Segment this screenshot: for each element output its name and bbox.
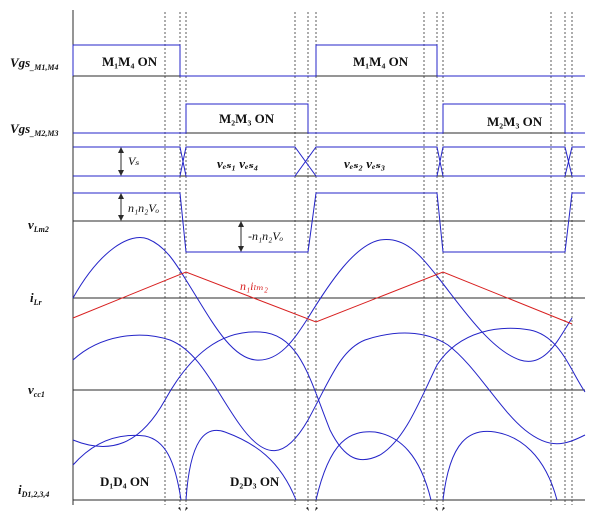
neg-vo-dimension xyxy=(238,221,244,252)
label-neg-n1n2vo: -n₁n₂Vₒ xyxy=(248,229,284,243)
waveform-vds xyxy=(73,146,585,177)
label-vgs-m1m4: Vgs_M1,M4 xyxy=(10,55,58,72)
state-m2m3-second: M₂M₃ ON xyxy=(487,114,543,129)
tick-arrow xyxy=(185,507,188,511)
label-id: iD1,2,3,4 xyxy=(18,482,49,499)
label-pos-n1n2vo: n₁n₂Vₒ xyxy=(128,201,160,215)
state-m2m3-first: M₂M₃ ON xyxy=(219,111,275,126)
state-d1d4: D₁D₄ ON xyxy=(100,474,150,489)
label-n1-ilm2: n₁iₗₘ₂ xyxy=(240,279,268,293)
label-vs: Vₛ xyxy=(128,154,139,168)
neg-vo-arrow-bottom xyxy=(238,246,244,252)
state-m1m4-first: M₁M₄ ON xyxy=(102,54,158,69)
waveform-vgs-m2m3 xyxy=(73,103,585,134)
tick-arrow xyxy=(306,507,309,511)
waveform-vds-complement xyxy=(73,146,585,177)
state-d2d3: D₂D₃ ON xyxy=(230,474,280,489)
label-ilr: iLr xyxy=(30,290,43,307)
transition-markers xyxy=(164,12,573,505)
waveform-ilr xyxy=(72,237,573,362)
vs-arrow-top xyxy=(118,147,124,153)
label-vds2-vds3: vₑₛ₂ vₑₛ₃ xyxy=(344,156,385,171)
pos-vo-arrow-top xyxy=(118,193,124,199)
neg-vo-arrow-top xyxy=(238,221,244,227)
tick-arrow xyxy=(435,507,438,511)
pos-vo-dimension xyxy=(118,193,124,221)
waveform-ilm2 xyxy=(72,271,573,325)
vs-arrow-bottom xyxy=(118,170,124,176)
state-m1m4-second: M₁M₄ ON xyxy=(353,54,409,69)
tick-arrow xyxy=(178,507,181,511)
label-vgs-m2m3: Vgs_M2,M3 xyxy=(10,121,58,138)
vs-dimension xyxy=(118,147,124,176)
pos-vo-arrow-bottom xyxy=(118,215,124,221)
waveform-vcc1-b xyxy=(72,332,586,452)
tick-arrow xyxy=(442,507,445,511)
waveform-vgs-m1m4 xyxy=(72,44,585,77)
label-vcc1: vcc1 xyxy=(28,382,45,399)
waveform-id xyxy=(72,430,558,501)
label-vds1-vds4: vₑₛ₁ vₑₛ₄ xyxy=(217,156,258,171)
bottom-ticks xyxy=(178,507,445,511)
label-vlm2: vLm2 xyxy=(28,217,49,234)
waveform-vlm2 xyxy=(73,192,585,253)
baselines xyxy=(73,75,585,501)
tick-arrow xyxy=(315,507,318,511)
waveform-vcc1-a xyxy=(72,327,586,461)
